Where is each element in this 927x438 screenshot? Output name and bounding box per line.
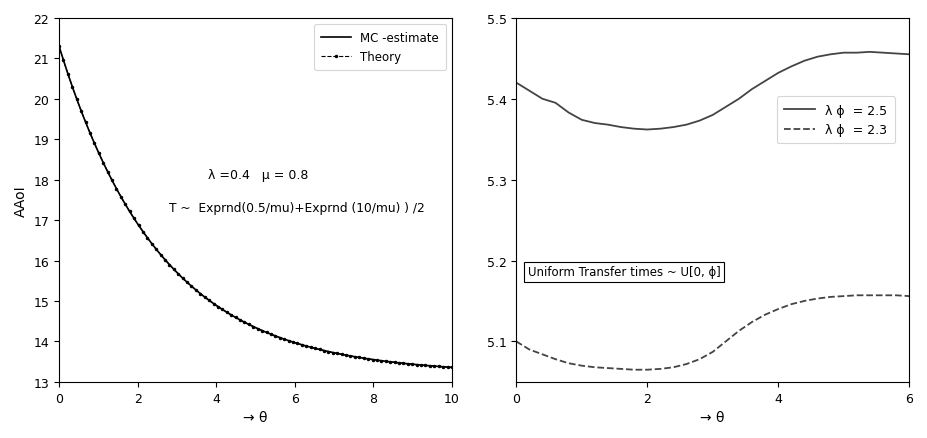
MC -estimate — [54, 45, 65, 50]
λ ϕ  = 2.3 — [577, 363, 588, 368]
λ ϕ  = 2.3 — [891, 293, 902, 298]
λ ϕ  = 2.5 — [563, 111, 574, 116]
λ ϕ  = 2.5 — [772, 71, 783, 76]
Line: Theory: Theory — [57, 45, 454, 370]
λ ϕ  = 2.5 — [654, 127, 666, 132]
Legend: MC -estimate, Theory: MC -estimate, Theory — [314, 25, 446, 71]
MC -estimate — [339, 353, 350, 358]
Theory — [172, 272, 184, 277]
λ ϕ  = 2.5 — [590, 121, 601, 127]
Legend: λ ϕ  = 2.5, λ ϕ  = 2.3: λ ϕ = 2.5, λ ϕ = 2.3 — [777, 97, 895, 144]
λ ϕ  = 2.3 — [878, 293, 889, 298]
λ ϕ  = 2.3 — [746, 320, 757, 325]
λ ϕ  = 2.3 — [864, 293, 875, 298]
MC -estimate — [300, 343, 311, 349]
λ ϕ  = 2.3 — [641, 367, 653, 372]
λ ϕ  = 2.3 — [786, 302, 797, 307]
λ ϕ  = 2.5 — [707, 113, 718, 118]
λ ϕ  = 2.3 — [537, 352, 548, 357]
λ ϕ  = 2.5 — [904, 53, 915, 58]
X-axis label: → θ: → θ — [701, 410, 725, 424]
λ ϕ  = 2.3 — [563, 361, 574, 366]
λ ϕ  = 2.5 — [681, 123, 692, 128]
λ ϕ  = 2.3 — [616, 367, 627, 372]
Line: λ ϕ  = 2.3: λ ϕ = 2.3 — [516, 296, 909, 370]
λ ϕ  = 2.3 — [667, 365, 679, 370]
MC -estimate — [101, 167, 112, 172]
λ ϕ  = 2.3 — [603, 366, 614, 371]
λ ϕ  = 2.5 — [511, 81, 522, 86]
λ ϕ  = 2.5 — [891, 52, 902, 57]
λ ϕ  = 2.5 — [720, 105, 731, 110]
λ ϕ  = 2.3 — [733, 328, 744, 334]
λ ϕ  = 2.3 — [707, 350, 718, 355]
Theory — [327, 350, 338, 355]
λ ϕ  = 2.5 — [694, 119, 705, 124]
λ ϕ  = 2.3 — [629, 367, 640, 372]
Text: λ =0.4   μ = 0.8: λ =0.4 μ = 0.8 — [209, 169, 309, 182]
Theory — [107, 178, 118, 184]
λ ϕ  = 2.5 — [616, 125, 627, 131]
λ ϕ  = 2.3 — [720, 339, 731, 344]
MC -estimate — [182, 280, 193, 285]
Line: MC -estimate: MC -estimate — [59, 47, 452, 367]
λ ϕ  = 2.5 — [851, 51, 862, 56]
λ ϕ  = 2.5 — [537, 97, 548, 102]
λ ϕ  = 2.3 — [825, 295, 836, 300]
Text: T ~  Exprnd(0.5/mu)+Exprnd (10/mu) ) /2: T ~ Exprnd(0.5/mu)+Exprnd (10/mu) ) /2 — [169, 201, 425, 214]
λ ϕ  = 2.3 — [654, 367, 666, 372]
λ ϕ  = 2.5 — [786, 65, 797, 70]
λ ϕ  = 2.5 — [524, 89, 535, 94]
MC -estimate — [337, 352, 349, 357]
λ ϕ  = 2.3 — [772, 307, 783, 312]
λ ϕ  = 2.3 — [681, 362, 692, 367]
λ ϕ  = 2.3 — [759, 312, 770, 318]
MC -estimate — [210, 302, 221, 307]
λ ϕ  = 2.5 — [864, 50, 875, 55]
Theory — [380, 359, 391, 364]
λ ϕ  = 2.3 — [812, 296, 823, 301]
Line: λ ϕ  = 2.5: λ ϕ = 2.5 — [516, 53, 909, 130]
Y-axis label: AAoI: AAoI — [14, 185, 28, 216]
X-axis label: → θ: → θ — [243, 410, 268, 424]
Theory — [54, 45, 65, 50]
λ ϕ  = 2.5 — [667, 125, 679, 131]
λ ϕ  = 2.5 — [641, 127, 653, 133]
Theory — [447, 365, 458, 370]
λ ϕ  = 2.5 — [878, 51, 889, 56]
λ ϕ  = 2.5 — [577, 118, 588, 123]
λ ϕ  = 2.3 — [851, 293, 862, 298]
λ ϕ  = 2.3 — [550, 357, 561, 362]
λ ϕ  = 2.5 — [603, 123, 614, 128]
λ ϕ  = 2.3 — [511, 339, 522, 344]
λ ϕ  = 2.5 — [733, 97, 744, 102]
λ ϕ  = 2.3 — [904, 294, 915, 299]
λ ϕ  = 2.5 — [550, 101, 561, 106]
λ ϕ  = 2.5 — [825, 53, 836, 58]
λ ϕ  = 2.5 — [838, 51, 849, 56]
λ ϕ  = 2.3 — [590, 365, 601, 370]
λ ϕ  = 2.3 — [838, 294, 849, 299]
Theory — [429, 364, 440, 369]
λ ϕ  = 2.5 — [759, 79, 770, 85]
λ ϕ  = 2.5 — [799, 59, 810, 64]
λ ϕ  = 2.3 — [524, 347, 535, 352]
λ ϕ  = 2.5 — [812, 55, 823, 60]
λ ϕ  = 2.3 — [694, 357, 705, 362]
MC -estimate — [447, 365, 458, 370]
λ ϕ  = 2.5 — [629, 127, 640, 132]
Text: Uniform Transfer times ~ U[0, ϕ]: Uniform Transfer times ~ U[0, ϕ] — [528, 266, 721, 279]
Theory — [389, 360, 400, 365]
λ ϕ  = 2.5 — [746, 87, 757, 92]
λ ϕ  = 2.3 — [799, 299, 810, 304]
